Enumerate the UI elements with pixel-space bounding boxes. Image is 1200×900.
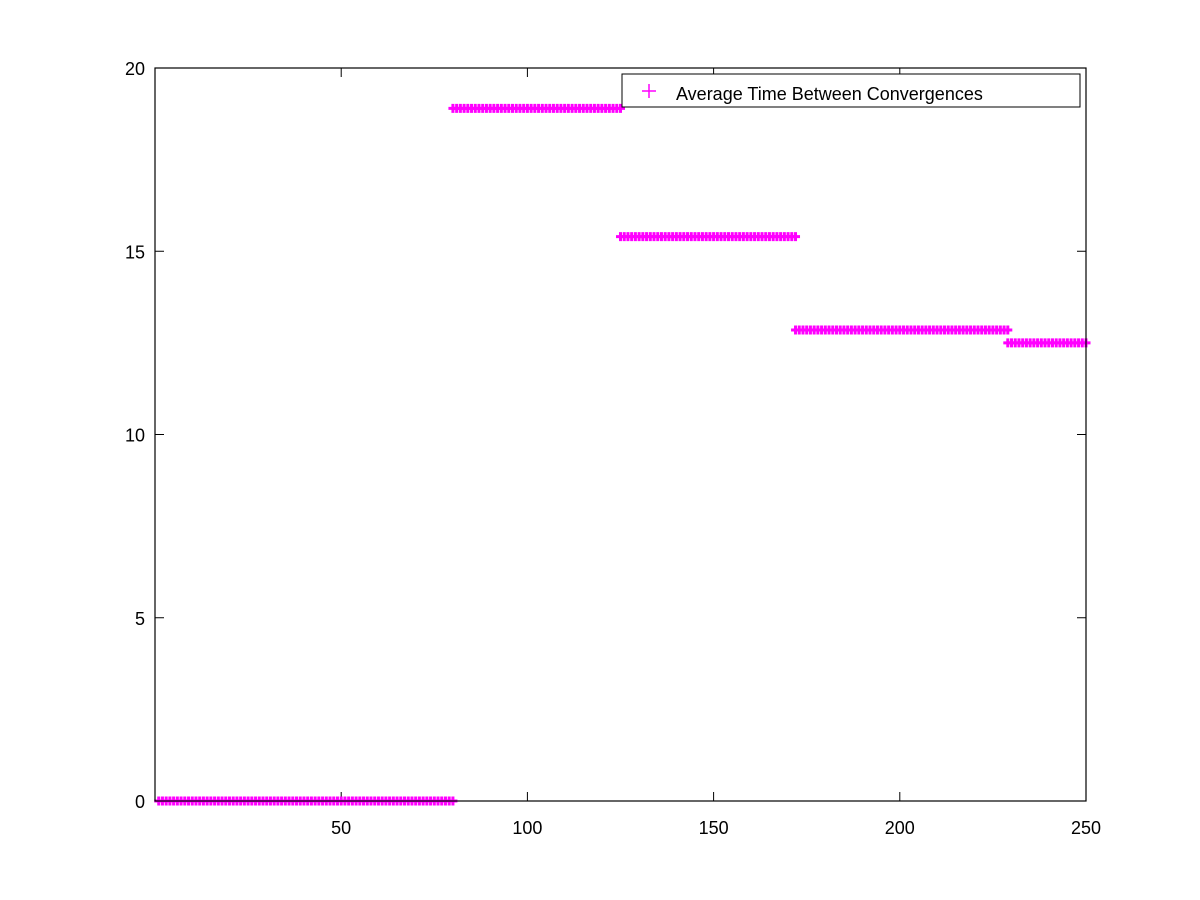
legend-box: [621, 73, 1081, 108]
x-tick-label: 100: [512, 818, 542, 838]
legend-label: Average Time Between Convergences: [676, 84, 983, 104]
y-tick-label: 10: [125, 426, 145, 446]
x-tick-label: 200: [885, 818, 915, 838]
x-tick-label: 250: [1071, 818, 1101, 838]
axis-tick-labels: 50 100 150 200 250 0 5 10 15 20: [125, 59, 1101, 838]
data-point: [791, 232, 801, 242]
x-tick-label: 150: [699, 818, 729, 838]
legend: Average Time Between Convergences: [621, 73, 1081, 108]
x-tick-label: 50: [331, 818, 351, 838]
legend-marker-icon: [642, 84, 656, 98]
legend-plus-icon: [642, 84, 656, 98]
data-point: [1003, 325, 1013, 335]
y-tick-label: 0: [135, 792, 145, 812]
plot-frame: [154, 67, 1087, 802]
y-tick-label: 15: [125, 242, 145, 262]
y-tick-label: 20: [125, 59, 145, 79]
y-tick-label: 5: [135, 609, 145, 629]
data-point: [616, 103, 625, 113]
